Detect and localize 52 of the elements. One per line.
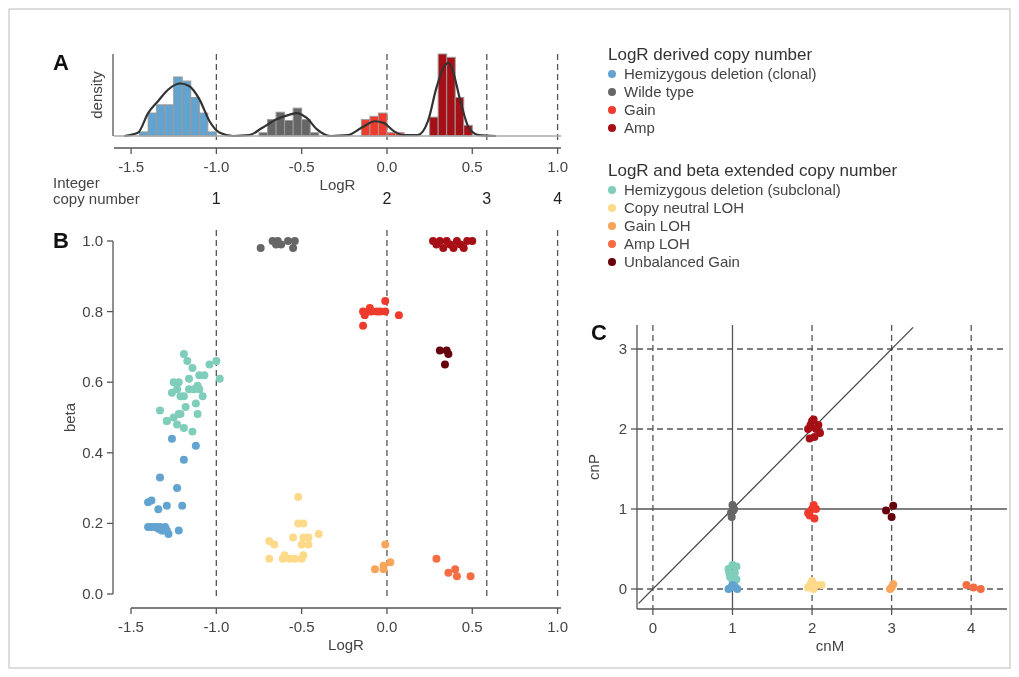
x-tick-label: 1.0 xyxy=(547,618,569,635)
x-tick-label: 4 xyxy=(967,619,976,636)
x-axis-title: LogR xyxy=(328,636,365,653)
y-axis-title: cnP xyxy=(585,454,602,480)
legend-label: Hemizygous deletion (clonal) xyxy=(624,65,817,82)
y-tick-label: 0.8 xyxy=(82,302,103,320)
x-axis-title: cnM xyxy=(815,637,845,654)
legend-label: Gain xyxy=(624,101,656,118)
legend-label: Hemizygous deletion (subclonal) xyxy=(624,181,841,198)
x-tick-label: 3 xyxy=(887,619,896,636)
legend-label: Amp xyxy=(624,119,655,136)
text: 4 xyxy=(553,190,563,207)
legend-label: Unbalanced Gain xyxy=(624,253,740,270)
y-tick-label: 0.6 xyxy=(82,373,103,391)
legend-title: LogR and beta extended copy number xyxy=(608,161,898,180)
y-tick-label: 0 xyxy=(618,580,627,597)
chart-title: C xyxy=(591,320,607,345)
text: 2 xyxy=(382,190,392,207)
legend-title: LogR derived copy number xyxy=(608,45,813,64)
text: 3 xyxy=(482,190,492,207)
x-tick-label: -0.5 xyxy=(288,618,315,635)
legend-label: Wilde type xyxy=(624,83,695,100)
y-tick-label: 0.0 xyxy=(82,585,103,602)
x-tick-label: 1.0 xyxy=(547,158,569,175)
legend-label: Gain LOH xyxy=(624,217,691,234)
y-tick-label: 2 xyxy=(618,420,627,437)
x-tick-label: -1.0 xyxy=(203,158,230,175)
y-tick-label: 1.0 xyxy=(82,232,103,249)
x-tick-label: 0.5 xyxy=(461,158,483,175)
legend-label: Copy neutral LOH xyxy=(624,199,745,216)
x-tick-label: 2 xyxy=(807,619,817,636)
text: Integer copy number xyxy=(53,174,140,207)
x-tick-label: 1 xyxy=(728,619,737,636)
x-axis-title: LogR xyxy=(319,176,356,193)
y-tick-label: 0.4 xyxy=(82,443,103,461)
y-tick-label: 0.2 xyxy=(82,514,103,532)
y-axis-title: density xyxy=(88,70,105,119)
y-axis-title: beta xyxy=(61,402,78,433)
text: 1 xyxy=(211,190,221,207)
x-tick-label: -1.5 xyxy=(118,618,144,635)
x-tick-label: -1.0 xyxy=(203,618,230,635)
x-tick-label: 0.0 xyxy=(376,618,398,635)
x-tick-label: -1.5 xyxy=(118,158,144,175)
chart-title: B xyxy=(53,228,69,253)
chart-title: A xyxy=(53,50,69,75)
x-tick-label: 0.0 xyxy=(376,158,398,175)
x-tick-label: 0.5 xyxy=(461,618,483,635)
legend-label: Amp LOH xyxy=(624,235,690,252)
x-tick-label: -0.5 xyxy=(288,158,315,175)
y-tick-label: 1 xyxy=(618,500,627,517)
y-tick-label: 3 xyxy=(618,340,627,357)
x-tick-label: 0 xyxy=(648,619,658,636)
